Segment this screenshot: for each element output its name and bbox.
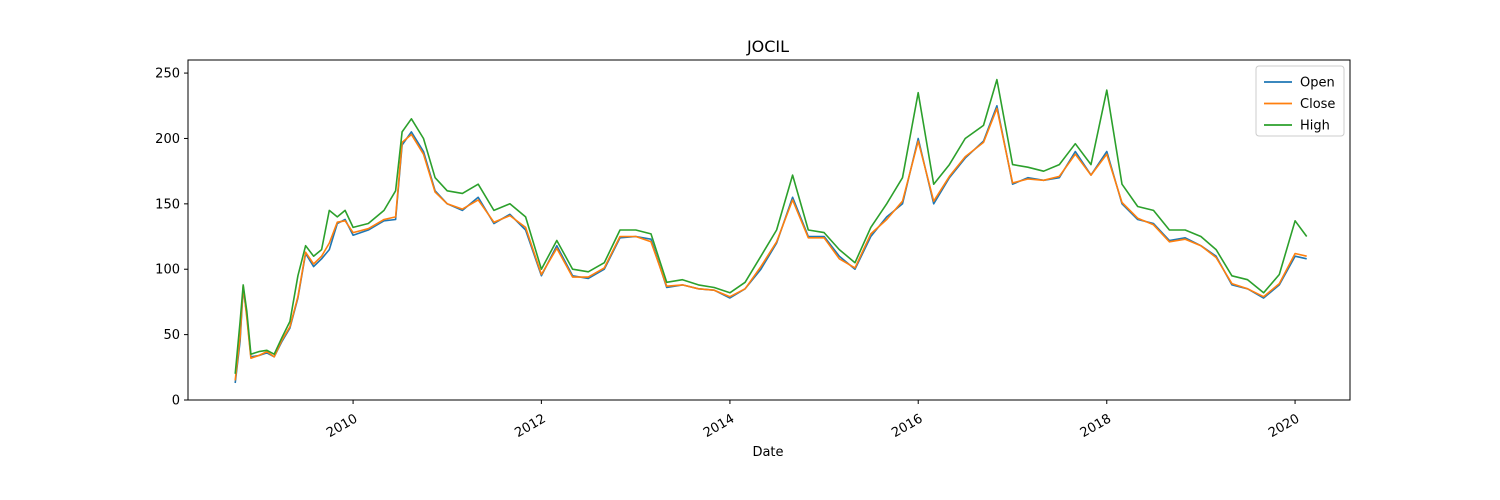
y-axis: 0 50 100 150 200 250: [155, 67, 188, 409]
y-tick-label: 200: [155, 132, 180, 147]
y-tick-label: 250: [155, 67, 180, 82]
y-tick-label: 0: [172, 394, 180, 409]
series-line-high: [234, 78, 1308, 374]
legend: Open Close High: [1255, 65, 1345, 137]
x-axis-label: Date: [752, 445, 783, 460]
legend-label-high: High: [1300, 119, 1330, 134]
series-line-close: [234, 107, 1307, 381]
y-tick-label: 150: [155, 197, 180, 212]
y-tick-label: 100: [155, 263, 180, 278]
legend-label-open: Open: [1300, 76, 1335, 91]
legend-label-close: Close: [1300, 97, 1335, 112]
plot-area-frame: [187, 59, 1351, 401]
chart-title: JOCIL: [746, 37, 789, 56]
legend-frame: [1255, 65, 1345, 137]
series-lines: [234, 78, 1308, 384]
y-tick-label: 50: [163, 328, 180, 343]
